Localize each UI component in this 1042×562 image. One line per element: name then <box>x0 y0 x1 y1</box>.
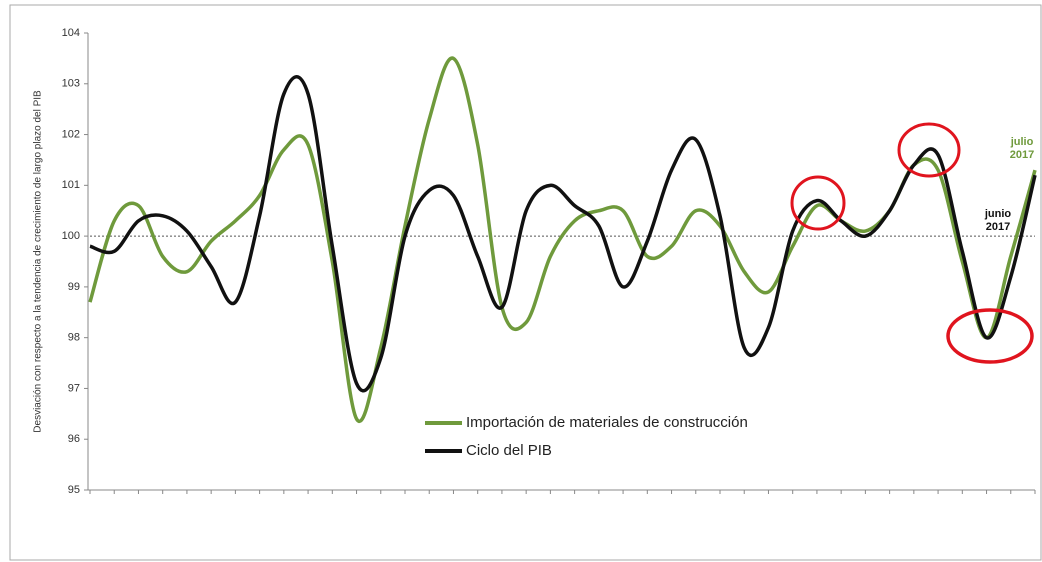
annotation: junio 2017 <box>984 208 1012 233</box>
y-tick-label: 97 <box>68 382 80 394</box>
y-tick-label: 100 <box>62 230 80 242</box>
series-line <box>89 75 1037 393</box>
highlight-circle <box>790 175 846 231</box>
y-tick-label: 101 <box>62 179 80 191</box>
legend-text: Ciclo del PIB <box>466 442 552 459</box>
frame <box>9 4 1042 561</box>
annotation-line: junio <box>984 208 1012 220</box>
highlight-circle <box>897 122 961 178</box>
legend-text: Importación de materiales de construcció… <box>466 414 748 431</box>
y-tick-label: 99 <box>68 281 80 293</box>
y-tick-label: 103 <box>62 78 80 90</box>
y-tick-label: 96 <box>68 433 80 445</box>
annotation: julio 2017 <box>1010 136 1035 161</box>
y-tick-label: 95 <box>68 484 80 496</box>
y-tick-label: 98 <box>68 332 80 344</box>
y-axis-label: Desviación con respecto a la tendencia d… <box>33 90 44 433</box>
highlight-circle <box>946 308 1034 364</box>
y-tick-label: 104 <box>62 27 80 39</box>
y-tick-label: 102 <box>62 128 80 140</box>
annotation-line: 2017 <box>986 221 1010 233</box>
annotation-line: julio <box>1010 136 1034 148</box>
annotation-line: 2017 <box>1010 149 1034 161</box>
